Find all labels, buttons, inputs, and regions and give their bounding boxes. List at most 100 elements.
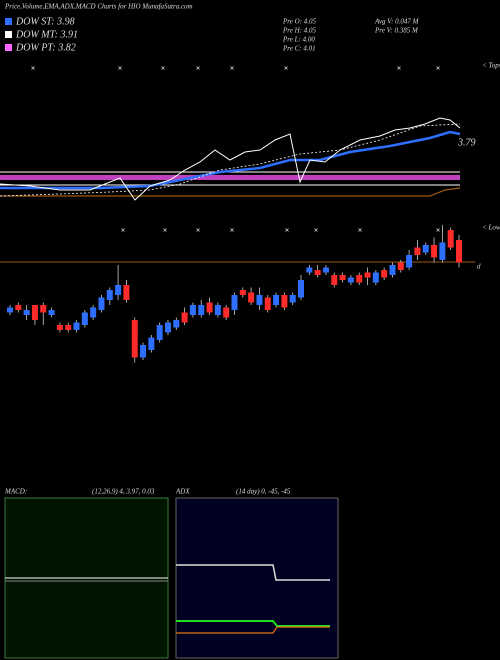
candle-body	[397, 262, 404, 270]
candle-body	[356, 275, 363, 283]
tops-label: < Tops	[482, 62, 500, 70]
candle-body	[273, 295, 280, 305]
info: Pre C: 4.01	[282, 45, 316, 53]
candle-body	[298, 280, 305, 298]
ema-band	[0, 175, 460, 180]
candle-body	[389, 265, 396, 275]
candle-body	[40, 305, 47, 313]
candle-body	[406, 255, 413, 268]
ema-line	[0, 123, 461, 197]
candle-body	[322, 267, 329, 273]
candle-body	[131, 320, 138, 358]
candle-body	[7, 307, 13, 313]
chart-title: Price,Volume,EMA,ADX,MACD Charts for HIO…	[4, 3, 193, 11]
marker	[230, 228, 234, 232]
marker	[230, 66, 234, 70]
candle-body	[73, 322, 80, 330]
candle-body	[156, 325, 163, 340]
candle-body	[90, 307, 97, 318]
ema-line	[0, 187, 461, 197]
candle-body	[189, 305, 196, 315]
info: Pre O: 4.05	[282, 18, 316, 26]
legend-swatch	[5, 44, 12, 51]
candle-body	[123, 285, 130, 300]
candle-body	[364, 272, 371, 278]
marker	[285, 228, 289, 232]
candle-body	[381, 270, 388, 278]
macd-params: (12,26,9) 4, 3.97, 0.03	[92, 488, 155, 496]
candle-body	[98, 297, 105, 310]
candle-body	[248, 292, 255, 303]
candle-body	[422, 245, 429, 253]
marker	[196, 66, 200, 70]
marker	[118, 66, 122, 70]
candle-body	[148, 337, 155, 350]
ema-panel	[0, 117, 461, 201]
ema-label: 3.79	[457, 137, 476, 148]
volume-info: Pre V: 0.385 M	[374, 27, 419, 35]
candle-body	[181, 312, 188, 323]
adx-params: (14 day) 0, -45, -45	[236, 488, 291, 496]
candle-body	[31, 305, 38, 320]
candle-body	[206, 302, 213, 313]
adx-title: ADX	[175, 488, 190, 496]
candle-body	[331, 275, 338, 285]
legend: DOW ST: 3.98 DOW MT: 3.91 DOW PT: 3.82	[5, 16, 78, 53]
d-label: d	[477, 263, 481, 271]
legend-label: DOW PT: 3.82	[15, 42, 76, 53]
candle-body	[223, 307, 230, 318]
plus-di-line	[176, 620, 330, 627]
marker	[397, 66, 401, 70]
candle-body	[81, 312, 88, 325]
candle-body	[372, 272, 379, 283]
candle-body	[439, 242, 446, 260]
lows-label: < Lows	[482, 224, 500, 232]
candle-body	[173, 320, 180, 328]
legend-label: DOW ST: 3.98	[15, 16, 75, 27]
candle-body	[48, 310, 55, 315]
candle-body	[347, 277, 354, 283]
volume-info: Avg V: 0.047 M	[374, 18, 420, 26]
marker	[284, 66, 288, 70]
candle-body	[431, 245, 438, 258]
candle-body	[15, 305, 22, 310]
candle-body	[264, 297, 271, 310]
adx-panel	[175, 497, 339, 659]
info: Pre L: 4.00	[282, 36, 315, 44]
candle-body	[115, 285, 122, 295]
candle-body	[306, 267, 313, 273]
marker	[436, 228, 440, 232]
candle-body	[214, 305, 221, 315]
candle-body	[289, 295, 296, 303]
markers	[31, 66, 440, 232]
marker	[163, 228, 167, 232]
candle-body	[239, 290, 246, 295]
candle-body	[414, 247, 421, 255]
candle-body	[65, 325, 72, 330]
candle-body	[447, 230, 454, 248]
candle-body	[339, 275, 346, 280]
legend-swatch	[5, 18, 12, 25]
candle-body	[314, 270, 321, 275]
marker	[121, 228, 125, 232]
candle-body	[164, 322, 171, 333]
candle-body	[198, 305, 205, 315]
legend-label: DOW MT: 3.91	[15, 29, 78, 40]
candle-body	[456, 240, 462, 263]
candle-body	[140, 345, 147, 358]
candle-body	[56, 325, 63, 330]
adx-line	[176, 564, 330, 581]
candle-body	[231, 295, 238, 310]
marker	[314, 228, 318, 232]
price-line	[0, 117, 461, 201]
marker	[31, 66, 35, 70]
legend-swatch	[5, 31, 12, 38]
marker	[196, 228, 200, 232]
candle-body	[23, 310, 30, 315]
info: Pre H: 4.05	[282, 27, 316, 35]
candle-body	[281, 295, 288, 308]
marker	[358, 228, 362, 232]
macd-title: MACD:	[4, 488, 27, 496]
marker	[436, 66, 440, 70]
